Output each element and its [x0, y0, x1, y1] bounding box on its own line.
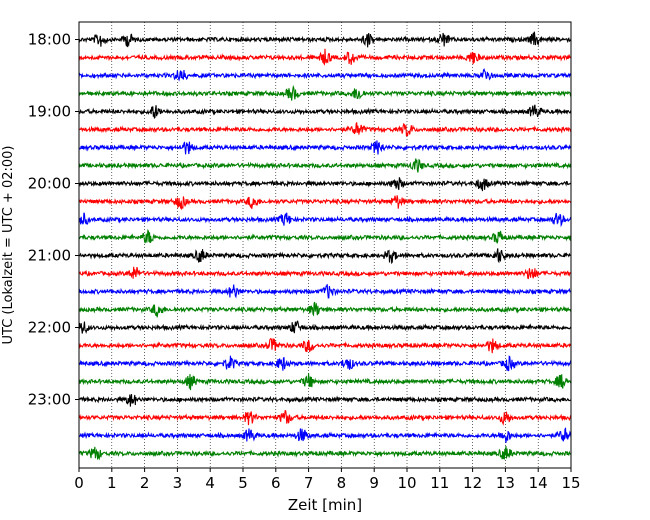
seismic-trace [78, 48, 572, 66]
seismic-trace [78, 301, 572, 318]
seismic-trace [78, 158, 572, 173]
trace-group [78, 31, 572, 461]
x-tick-label: 2 [140, 474, 150, 492]
x-tick-label: 0 [74, 474, 84, 492]
x-tick-label: 6 [271, 474, 281, 492]
x-tick-label: 1 [107, 474, 117, 492]
seismic-trace [78, 355, 572, 372]
y-tick-label: 19:00 [28, 103, 71, 121]
x-tick-label: 14 [529, 474, 548, 492]
x-tick-label: 13 [496, 474, 515, 492]
seismic-trace [78, 68, 572, 82]
x-axis-label: Zeit [min] [288, 496, 362, 514]
seismic-trace [78, 410, 572, 426]
y-tick-label: 23:00 [28, 391, 71, 409]
seismic-trace [78, 31, 572, 48]
seismic-trace [78, 373, 572, 391]
y-tick-label: 21:00 [28, 247, 71, 265]
seismic-trace [78, 266, 572, 280]
x-tick-label: 11 [430, 474, 449, 492]
seismic-trace [78, 320, 572, 335]
seismic-trace [78, 195, 572, 211]
seismic-trace [78, 140, 572, 155]
x-tick-label: 10 [397, 474, 416, 492]
x-tick-label: 9 [369, 474, 379, 492]
x-tick-label: 8 [337, 474, 347, 492]
seismic-trace [78, 84, 572, 101]
plot-frame [78, 21, 572, 469]
x-tick-label: 4 [205, 474, 215, 492]
x-tick-label: 3 [173, 474, 183, 492]
seismic-trace [78, 177, 572, 192]
y-axis-ticks: 18:00 19:00 20:00 21:00 22:00 23:00 [28, 31, 79, 409]
seismic-trace [78, 427, 572, 443]
x-axis-ticks: 0 1 2 3 4 5 6 7 8 9 10 11 12 13 14 15 [74, 468, 581, 492]
seismic-trace [78, 212, 572, 228]
x-tick-label: 7 [304, 474, 314, 492]
seismic-trace [78, 445, 572, 461]
seismic-trace [78, 337, 572, 354]
seismic-trace [78, 104, 572, 119]
seismic-trace [78, 122, 572, 137]
vertical-grid [111, 22, 539, 468]
y-tick-label: 20:00 [28, 175, 71, 193]
seismic-trace [78, 394, 572, 407]
seismic-trace [78, 228, 572, 244]
y-tick-label: 18:00 [28, 31, 71, 49]
x-tick-label: 12 [463, 474, 482, 492]
seismic-trace [78, 284, 572, 299]
x-tick-label: 5 [238, 474, 248, 492]
x-tick-label: 15 [561, 474, 580, 492]
seismic-trace [78, 248, 572, 265]
y-tick-label: 22:00 [28, 319, 71, 337]
y-axis-label: UTC (Lokalzeit = UTC + 02:00) [1, 146, 16, 345]
